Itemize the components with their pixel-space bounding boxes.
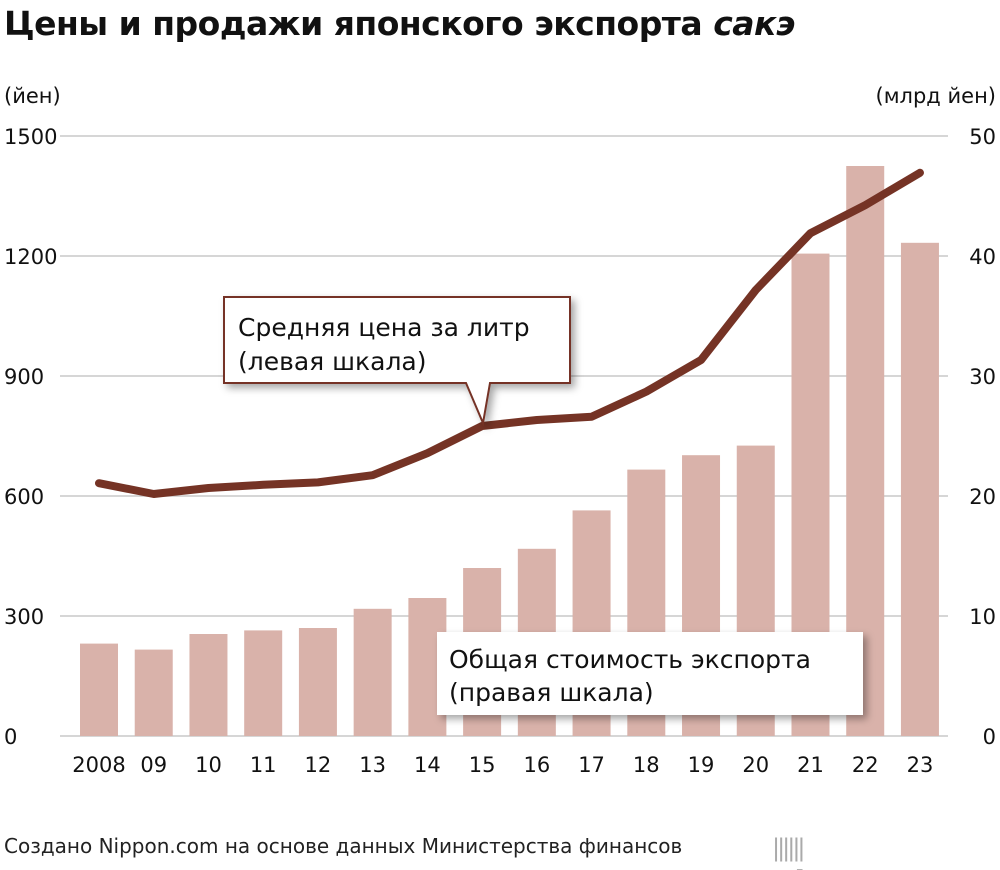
nippon-logo: |||||| nippon.com [772, 826, 1000, 870]
x-tick-label: 09 [140, 753, 167, 777]
right-tick-label: 40 [969, 245, 996, 269]
bar-10 [189, 634, 228, 736]
left-tick-label: 0 [4, 725, 17, 749]
left-tick-label: 300 [4, 605, 44, 629]
bar-12 [298, 628, 337, 736]
right-tick-label: 20 [969, 485, 996, 509]
x-tick-label: 21 [797, 753, 824, 777]
right-tick-label: 0 [983, 725, 996, 749]
x-tick-label: 20 [742, 753, 769, 777]
title-italic: сакэ [713, 4, 795, 43]
title-text: Цены и продажи японского экспорта [4, 4, 714, 43]
price-line [95, 168, 924, 498]
x-tick-label: 18 [633, 753, 660, 777]
line-legend-text-2: (левая шкала) [238, 347, 427, 376]
x-tick-label: 19 [688, 753, 715, 777]
source-note: Создано Nippon.com на основе данных Мини… [4, 834, 683, 858]
x-tick-label: 2008 [72, 753, 125, 777]
chart-svg: 0 300 600 900 1200 1500 0 10 20 30 40 50 (йен) (млрд … [4, 84, 996, 777]
bar-13 [353, 608, 392, 736]
x-tick-label: 14 [414, 753, 441, 777]
x-tick-label: 10 [195, 753, 222, 777]
x-tick-label: 23 [907, 753, 934, 777]
bar-11 [244, 630, 283, 736]
bar-23 [900, 242, 939, 737]
left-tick-label: 1200 [4, 245, 57, 269]
x-tick-label: 15 [469, 753, 496, 777]
left-tick-label: 600 [4, 485, 44, 509]
right-tick-label: 50 [969, 125, 996, 149]
bar-2008 [80, 643, 118, 736]
bar-09 [134, 649, 173, 736]
bar-legend-box [437, 632, 863, 715]
x-tick-label: 13 [359, 753, 386, 777]
x-tick-label: 11 [250, 753, 277, 777]
x-tick-label: 12 [305, 753, 332, 777]
bar-legend-text-1: Общая стоимость экспорта [449, 645, 811, 674]
logo-bars-icon: |||||| [772, 834, 805, 862]
left-axis-label: (йен) [4, 84, 61, 108]
left-tick-label: 1500 [4, 125, 57, 149]
x-tick-label: 17 [578, 753, 605, 777]
left-tick-label: 900 [4, 365, 44, 389]
right-tick-label: 30 [969, 365, 996, 389]
line-legend-text-1: Средняя цена за литр [238, 313, 530, 342]
x-tick-label: 22 [852, 753, 879, 777]
x-tick-label: 16 [523, 753, 550, 777]
right-tick-label: 10 [969, 605, 996, 629]
right-axis-label: (млрд йен) [876, 84, 996, 108]
bar-legend-text-2: (правая шкала) [449, 678, 654, 707]
chart-title: Цены и продажи японского экспорта сакэ [4, 4, 795, 43]
line-legend-callout [223, 296, 571, 427]
